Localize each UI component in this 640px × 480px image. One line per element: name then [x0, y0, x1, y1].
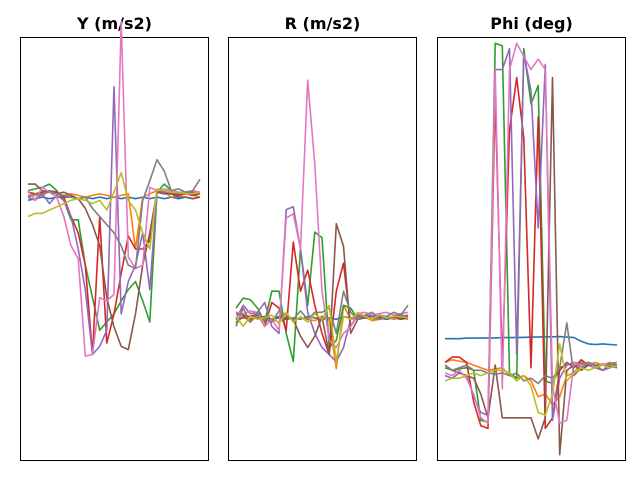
- panel-title: R (m/s2): [285, 14, 361, 33]
- series-line: [445, 335, 618, 346]
- panel-r: R (m/s2): [228, 14, 417, 461]
- series-line: [235, 304, 409, 363]
- panel-title: Phi (deg): [490, 14, 573, 33]
- series-line: [27, 171, 201, 250]
- series-line: [444, 322, 618, 385]
- panel-y: Y (m/s2): [20, 14, 209, 461]
- series-line: [444, 76, 618, 456]
- series-group: [235, 79, 409, 370]
- series-line: [235, 79, 409, 349]
- panel-phi: Phi (deg): [437, 14, 626, 461]
- series-line: [235, 290, 409, 335]
- series-group: [444, 42, 618, 456]
- series-line: [444, 343, 618, 417]
- panel-title: Y (m/s2): [76, 14, 152, 33]
- series-line: [27, 158, 201, 270]
- series-group: [27, 20, 201, 357]
